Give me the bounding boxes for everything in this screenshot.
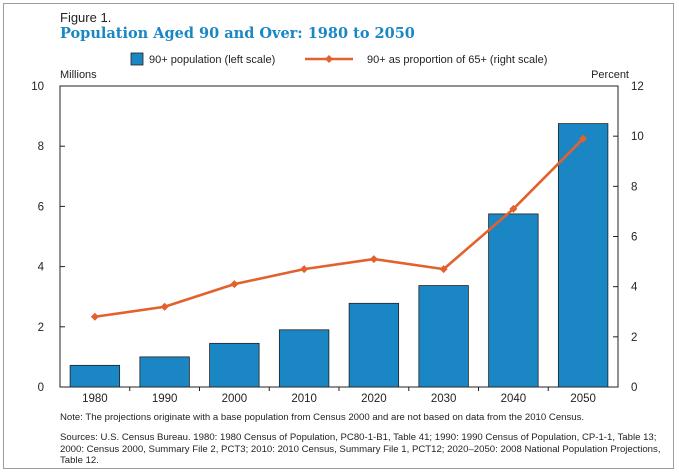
- right-axis-tick-label: 2: [631, 332, 637, 344]
- bar: [278, 329, 330, 388]
- right-axis-tick-label: 6: [631, 232, 637, 244]
- left-axis-tick-label: 8: [38, 141, 44, 153]
- legend-bar-swatch: [130, 52, 144, 66]
- proportion-point: [579, 134, 588, 143]
- bar: [488, 213, 539, 388]
- right-axis-tick-label: 4: [631, 282, 638, 294]
- x-axis-tick-label: 2030: [431, 393, 457, 405]
- proportion-point: [369, 255, 378, 264]
- bar: [418, 285, 469, 388]
- left-axis-tick-label: 4: [38, 262, 45, 274]
- x-axis-tick-label: 1990: [152, 393, 178, 405]
- figure-title: Population Aged 90 and Over: 1980 to 205…: [60, 25, 415, 42]
- bar: [557, 123, 609, 388]
- right-axis-title: Percent: [591, 69, 629, 81]
- proportion-point: [90, 312, 99, 321]
- left-axis-tick-label: 10: [31, 81, 44, 93]
- x-axis-tick-label: 2050: [570, 393, 596, 405]
- proportion-point: [509, 204, 518, 213]
- x-axis-tick-label: 2040: [501, 393, 527, 405]
- bar: [348, 302, 400, 388]
- x-axis-tick-label: 2020: [361, 393, 387, 405]
- right-axis-tick-label: 0: [631, 382, 637, 394]
- chart-sources: Sources: U.S. Census Bureau. 1980: 1980 …: [60, 432, 661, 466]
- bar: [69, 364, 121, 388]
- left-axis-tick-label: 2: [38, 322, 44, 334]
- legend-line-marker: [325, 55, 333, 63]
- bar: [209, 342, 260, 388]
- right-axis-tick-label: 10: [631, 131, 644, 143]
- legend-bar-label: 90+ population (left scale): [149, 54, 275, 66]
- proportion-point: [439, 265, 448, 274]
- proportion-line: [94, 137, 585, 319]
- proportion-point: [160, 302, 169, 311]
- right-axis-tick-label: 12: [631, 81, 644, 93]
- chart-note: Note: The projections originate with a b…: [60, 412, 585, 423]
- legend-line-label: 90+ as proportion of 65+ (right scale): [367, 54, 547, 66]
- x-axis-tick-label: 2000: [222, 393, 248, 405]
- x-axis-tick-label: 1980: [82, 393, 108, 405]
- left-axis-tick-label: 0: [38, 382, 44, 394]
- proportion-point: [300, 265, 309, 274]
- figure-label: Figure 1.: [60, 10, 112, 25]
- chart: 0 2 4 6 8 10 0 2 4 6 8 10 12 Millions Percent 1980 1990 2…: [31, 52, 644, 405]
- left-axis-tick-label: 6: [38, 201, 44, 213]
- bar: [139, 356, 190, 388]
- left-axis-title: Millions: [60, 69, 97, 81]
- right-axis-tick-label: 8: [631, 181, 637, 193]
- x-axis-tick-label: 2010: [291, 393, 317, 405]
- proportion-point: [230, 280, 239, 289]
- figure-frame: [3, 3, 674, 469]
